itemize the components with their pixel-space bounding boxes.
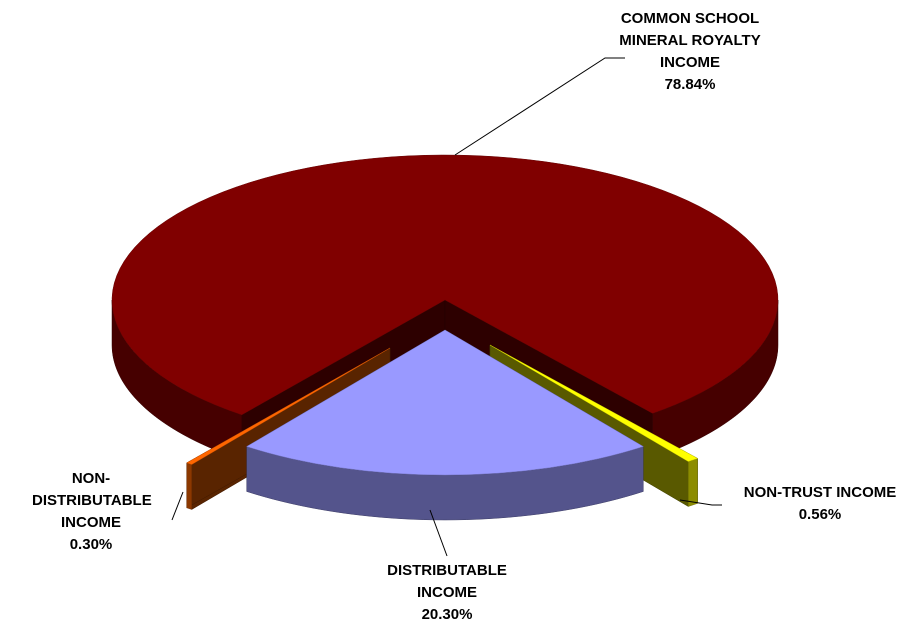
slice-value-label: 20.30% <box>421 606 473 623</box>
slice-side <box>688 458 698 507</box>
slice-name: NON-TRUST INCOME <box>743 484 897 501</box>
leader-line <box>429 509 448 557</box>
slice-value-label: 78.84% <box>664 76 716 93</box>
slice-side <box>186 462 192 510</box>
slice-label: DISTRIBUTABLE INCOME 20.30% <box>385 560 509 626</box>
slice-label: NON-DISTRIBUTABLE INCOME 0.30% <box>32 468 152 556</box>
pie-slice <box>489 344 699 462</box>
slice-value-label: 0.56% <box>798 506 842 523</box>
slice-value-label: 0.30% <box>69 536 113 553</box>
slice-name: DISTRIBUTABLE INCOME <box>387 562 507 601</box>
leader-line <box>454 57 625 156</box>
slice-name: COMMON SCHOOL MINERAL ROYALTY INCOME <box>619 10 761 71</box>
pie-slice <box>186 347 391 465</box>
slice-label: COMMON SCHOOL MINERAL ROYALTY INCOME 78.8… <box>615 8 765 96</box>
pie-slice <box>111 154 779 416</box>
leader-line <box>171 491 184 521</box>
slice-name: NON-DISTRIBUTABLE INCOME <box>32 470 152 531</box>
pie-slice <box>246 329 644 476</box>
leader-line <box>679 499 722 506</box>
slice-label: NON-TRUST INCOME 0.56% <box>720 482 908 526</box>
